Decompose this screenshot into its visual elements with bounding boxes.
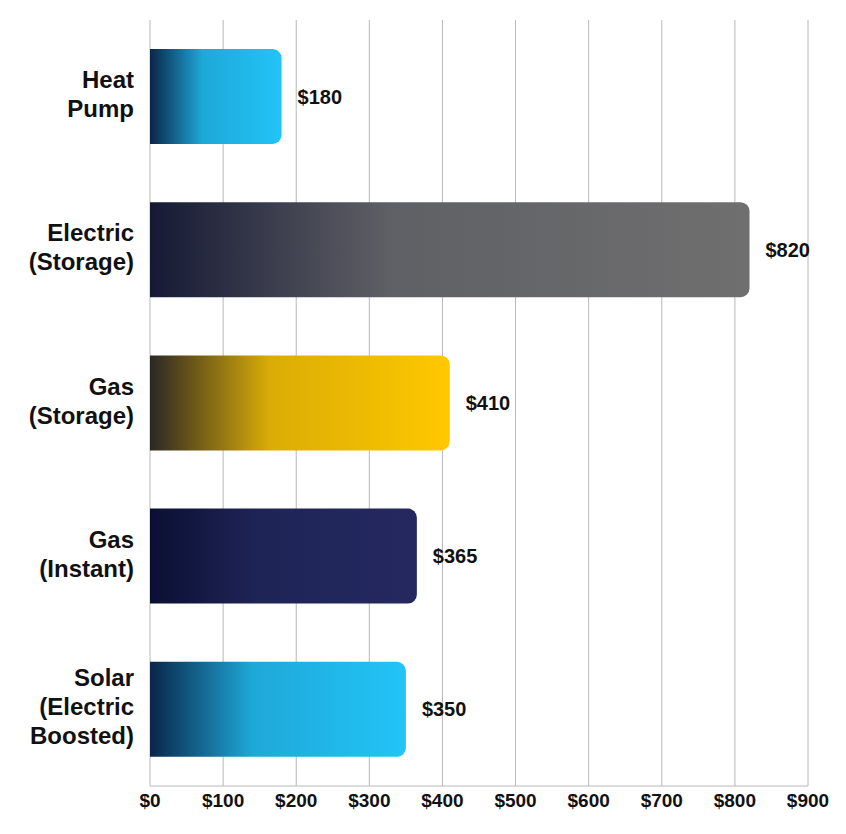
svg-text:Gas(Instant): Gas(Instant) <box>39 526 134 582</box>
svg-text:Electric(Storage): Electric(Storage) <box>29 220 134 276</box>
svg-text:$410: $410 <box>466 392 511 414</box>
svg-text:$0: $0 <box>139 790 160 811</box>
svg-text:$900: $900 <box>787 790 829 811</box>
svg-text:Gas(Storage): Gas(Storage) <box>29 373 134 429</box>
svg-text:$350: $350 <box>422 698 467 720</box>
svg-text:Solar(ElectricBoosted): Solar(ElectricBoosted) <box>30 665 134 750</box>
svg-text:$300: $300 <box>348 790 390 811</box>
svg-text:$200: $200 <box>275 790 317 811</box>
svg-text:HeatPump: HeatPump <box>67 66 134 122</box>
svg-text:$365: $365 <box>433 545 478 567</box>
svg-text:$700: $700 <box>641 790 683 811</box>
svg-text:$180: $180 <box>298 86 343 108</box>
svg-text:$100: $100 <box>202 790 244 811</box>
svg-text:$800: $800 <box>714 790 756 811</box>
svg-text:$600: $600 <box>568 790 610 811</box>
svg-text:$820: $820 <box>766 239 811 261</box>
svg-text:$400: $400 <box>421 790 463 811</box>
svg-text:$500: $500 <box>494 790 536 811</box>
